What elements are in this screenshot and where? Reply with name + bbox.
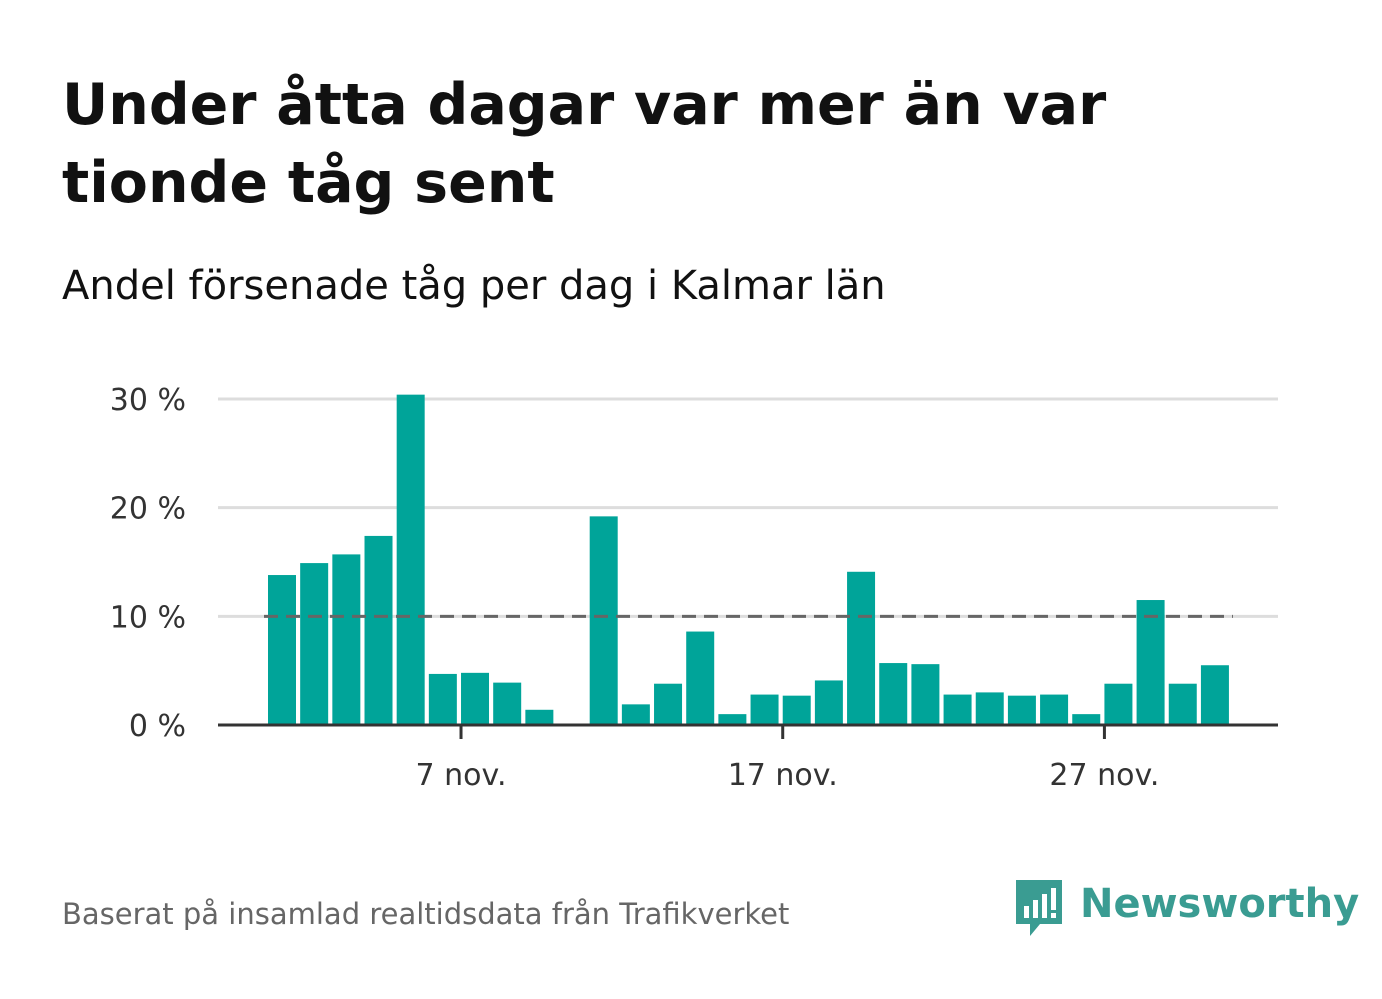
y-tick-label: 20 % [110,492,186,527]
bar [621,704,650,725]
bar [782,695,811,725]
bar [750,694,779,725]
bar [943,694,972,725]
bar [686,631,715,725]
chart-title: Under åtta dagar var mer än var tionde t… [62,72,1107,216]
bar [1136,600,1165,725]
bar [589,516,618,725]
bar [718,714,747,725]
bar [332,554,361,725]
bar [1200,665,1229,725]
bar [879,663,908,725]
bar [396,394,425,725]
y-tick-labels: 0 % 10 % 20 % 30 % [110,383,186,744]
bar [1104,683,1133,725]
x-tick-label: 17 nov. [728,758,838,793]
bar [364,535,393,725]
chart-subtitle: Andel försenade tåg per dag i Kalmar län [62,263,886,309]
bar [911,664,940,725]
y-tick-label: 30 % [110,383,186,418]
bar [814,680,843,725]
bar [847,571,876,725]
bar [493,682,522,725]
newsworthy-logo: Newsworthy [1012,878,1359,942]
x-tick-label: 27 nov. [1049,758,1159,793]
logo-text: Newsworthy [1080,881,1360,927]
bar [1040,694,1069,725]
bar [300,563,329,725]
bar [654,683,683,725]
bars [268,394,1229,725]
bar [428,673,457,725]
bar [525,709,554,725]
bar [1072,714,1101,725]
bar [461,672,490,725]
x-tick-label: 7 nov. [416,758,507,793]
y-tick-label: 0 % [129,709,186,744]
y-tick-label: 10 % [110,600,186,635]
bar [975,692,1004,725]
bar [1007,695,1036,725]
bar-chart: 7 nov. 17 nov. 27 nov. 0 % 10 % 20 % 30 % [110,383,1278,793]
x-axis: 7 nov. 17 nov. 27 nov. [218,723,1278,793]
bar [1168,683,1197,725]
logo-icon [1016,880,1062,936]
bar [268,575,296,725]
source-note: Baserat på insamlad realtidsdata från Tr… [62,897,790,931]
